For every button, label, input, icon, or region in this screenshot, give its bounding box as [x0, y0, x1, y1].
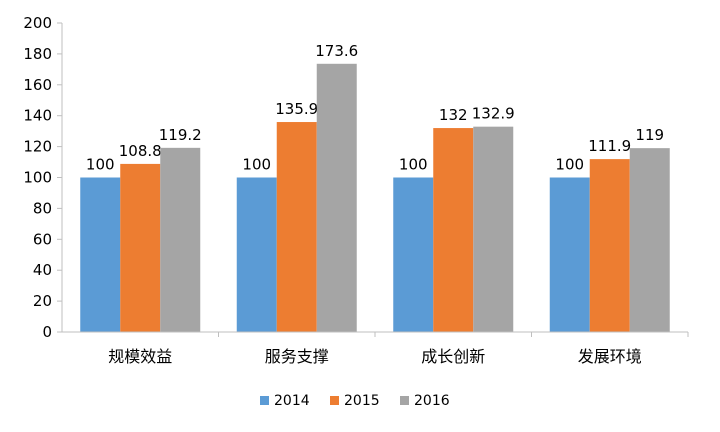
data-label: 119.2 [159, 126, 202, 144]
data-label: 119 [635, 126, 664, 144]
y-tick-label: 120 [23, 138, 52, 156]
y-tick-label: 160 [23, 76, 52, 94]
legend-swatch-2014 [260, 396, 269, 405]
y-tick-label: 200 [23, 14, 52, 32]
bar-2014-1 [80, 177, 121, 332]
x-category-label: 发展环境 [578, 347, 642, 366]
data-label: 132.9 [472, 105, 515, 123]
data-label: 173.6 [315, 42, 358, 60]
bar-2014-2 [236, 177, 277, 332]
y-axis: 0 20 40 60 80 100 120 140 160 180 200 [23, 14, 63, 341]
bar-2015-3 [433, 128, 474, 332]
data-label: 100 [86, 156, 115, 174]
data-label: 135.9 [275, 100, 318, 118]
y-tick-label: 140 [23, 107, 52, 125]
x-category-label: 规模效益 [108, 347, 172, 366]
bar-2016-1 [160, 147, 201, 332]
y-tick-label: 60 [33, 230, 52, 248]
legend-swatch-2016 [400, 396, 409, 405]
legend-label: 2016 [414, 393, 450, 409]
y-tick-label: 80 [33, 199, 52, 217]
data-label: 111.9 [588, 137, 631, 155]
x-axis: 规模效益 服务支撑 成长创新 发展环境 [62, 331, 689, 366]
bar-2015-2 [276, 122, 317, 332]
bar-2014-4 [549, 177, 590, 332]
bar-2015-1 [120, 163, 161, 332]
bar-2014-3 [393, 177, 434, 332]
y-tick-label: 0 [42, 323, 52, 341]
data-label: 100 [399, 156, 428, 174]
bar-2016-3 [473, 126, 514, 333]
y-tick-label: 100 [23, 169, 52, 187]
data-label: 100 [555, 156, 584, 174]
bar-2016-4 [629, 148, 670, 332]
data-label: 100 [242, 156, 271, 174]
data-label: 132 [439, 106, 468, 124]
bar-2016-2 [316, 63, 357, 333]
legend-label: 2014 [274, 393, 310, 409]
data-label: 108.8 [119, 142, 162, 160]
legend: 2014 2015 2016 [260, 393, 450, 409]
y-tick-label: 20 [33, 292, 52, 310]
bar-2015-4 [589, 159, 630, 332]
legend-label: 2015 [344, 393, 380, 409]
x-category-label: 成长创新 [421, 347, 485, 366]
y-tick-label: 180 [23, 45, 52, 63]
y-tick-label: 40 [33, 261, 52, 279]
legend-swatch-2015 [330, 396, 339, 405]
x-category-label: 服务支撑 [265, 347, 329, 366]
